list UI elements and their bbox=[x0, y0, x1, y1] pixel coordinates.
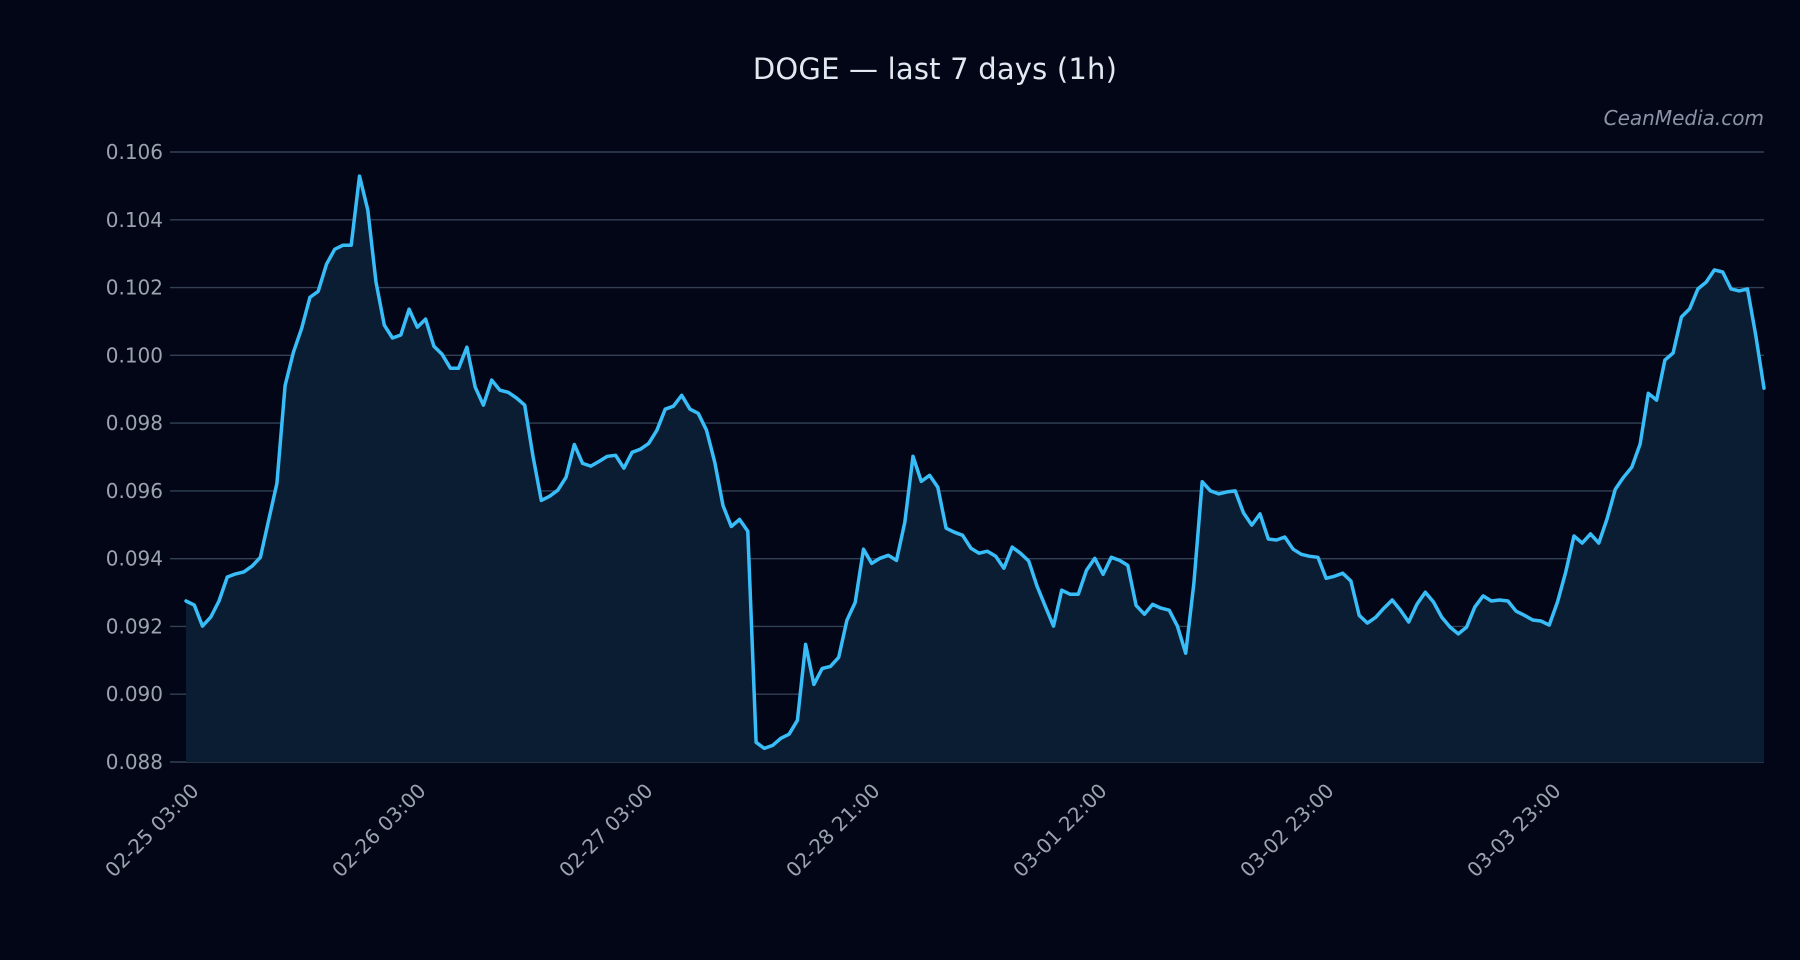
y-tick-label: 0.100 bbox=[106, 343, 163, 367]
y-tick-label: 0.092 bbox=[106, 614, 163, 638]
y-tick-label: 0.088 bbox=[106, 750, 163, 774]
x-tick-label: 02-27 03:00 bbox=[554, 779, 657, 882]
x-tick-label: 03-02 23:00 bbox=[1235, 779, 1338, 882]
y-tick-label: 0.090 bbox=[106, 682, 163, 706]
x-tick-label: 02-25 03:00 bbox=[100, 779, 203, 882]
y-tick-label: 0.096 bbox=[106, 479, 163, 503]
y-tick-label: 0.106 bbox=[106, 140, 163, 164]
x-tick-label: 03-01 22:00 bbox=[1008, 779, 1111, 882]
price-line bbox=[184, 174, 1766, 751]
x-tick-label: 02-26 03:00 bbox=[327, 779, 430, 882]
watermark: CeanMedia.com bbox=[1603, 106, 1764, 130]
x-tick-label: 03-03 23:00 bbox=[1462, 779, 1565, 882]
chart-title: DOGE — last 7 days (1h) bbox=[752, 52, 1118, 86]
y-tick-label: 0.098 bbox=[106, 411, 163, 435]
y-axis-ticks: 0.088 0.090 0.092 0.094 0.096 0.098 0.100 0.102… bbox=[106, 140, 163, 774]
x-axis-ticks: 02-25 03:00 02-26 03:00 02-27 03:00 02-28 2… bbox=[100, 779, 1565, 882]
x-tick-label: 02-28 21:00 bbox=[781, 779, 884, 882]
price-area-fill bbox=[186, 176, 1764, 763]
y-tick-label: 0.094 bbox=[106, 547, 163, 571]
y-tick-label: 0.102 bbox=[106, 276, 163, 300]
y-tick-label: 0.104 bbox=[106, 208, 163, 232]
